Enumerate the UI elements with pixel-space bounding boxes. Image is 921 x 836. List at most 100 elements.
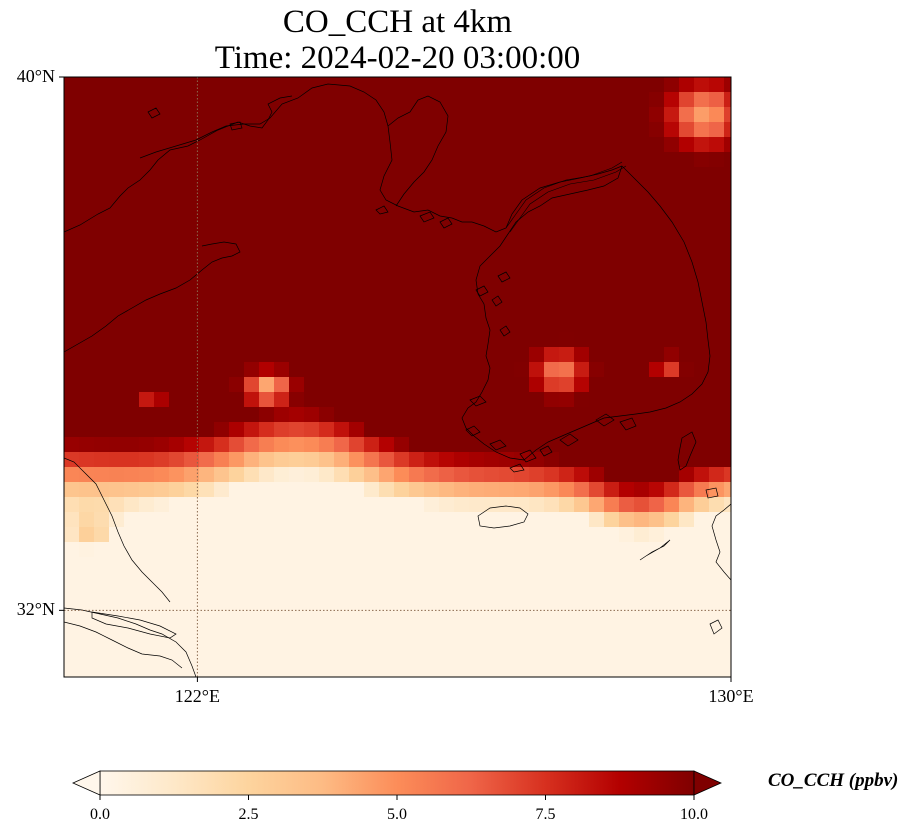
field-cell [259, 227, 275, 243]
co-concentration-field [64, 77, 731, 677]
field-cell [169, 272, 185, 288]
field-cell [229, 137, 245, 153]
field-cell [124, 302, 140, 318]
field-cell [184, 557, 200, 573]
field-cell [199, 167, 215, 183]
field-cell [214, 647, 230, 663]
field-cell [109, 377, 125, 393]
field-cell [124, 122, 140, 138]
field-cell [214, 527, 230, 543]
field-cell [64, 527, 80, 543]
field-cell [424, 92, 440, 108]
field-cell [139, 332, 155, 348]
field-cell [619, 272, 635, 288]
field-cell [589, 257, 605, 273]
field-cell [394, 242, 410, 258]
field-cell [439, 422, 455, 438]
field-cell [724, 587, 731, 603]
field-cell [364, 152, 380, 168]
jeju-island [477, 505, 529, 529]
field-cell [229, 497, 245, 513]
field-cell [694, 212, 710, 228]
field-cell [454, 497, 470, 513]
field-cell [259, 107, 275, 123]
field-cell [454, 257, 470, 273]
field-cell [424, 167, 440, 183]
field-cell [664, 107, 680, 123]
field-cell [304, 92, 320, 108]
field-cell [124, 617, 140, 633]
field-cell [274, 422, 290, 438]
field-cell [334, 77, 350, 93]
field-cell [574, 647, 590, 663]
field-cell [484, 137, 500, 153]
field-cell [244, 287, 260, 303]
field-cell [619, 257, 635, 273]
field-cell [559, 617, 575, 633]
field-cell [574, 452, 590, 468]
field-cell [514, 182, 530, 198]
field-cell [409, 347, 425, 363]
field-cell [394, 227, 410, 243]
field-cell [349, 392, 365, 408]
field-cell [469, 122, 485, 138]
field-cell [319, 77, 335, 93]
field-cell [199, 632, 215, 648]
field-cell [79, 377, 95, 393]
field-cell [499, 347, 515, 363]
field-cell [199, 527, 215, 543]
field-cell [154, 167, 170, 183]
field-cell [574, 227, 590, 243]
field-cell [649, 557, 665, 573]
field-cell [124, 467, 140, 483]
field-cell [604, 332, 620, 348]
field-cell [514, 347, 530, 363]
field-cell [664, 77, 680, 93]
field-cell [529, 77, 545, 93]
field-cell [154, 437, 170, 453]
field-cell [724, 317, 731, 333]
field-cell [244, 302, 260, 318]
field-cell [94, 497, 110, 513]
field-cell [604, 287, 620, 303]
field-cell [319, 542, 335, 558]
field-cell [619, 152, 635, 168]
field-cell [529, 647, 545, 663]
field-cell [79, 602, 95, 618]
field-cell [544, 587, 560, 603]
field-cell [289, 572, 305, 588]
field-cell [694, 362, 710, 378]
field-cell [319, 527, 335, 543]
field-cell [274, 167, 290, 183]
field-cell [439, 632, 455, 648]
field-cell [259, 212, 275, 228]
field-cell [64, 647, 80, 663]
field-cell [409, 512, 425, 528]
field-cell [139, 602, 155, 618]
field-cell [634, 557, 650, 573]
field-cell [124, 272, 140, 288]
field-cell [274, 212, 290, 228]
field-cell [649, 632, 665, 648]
field-cell [259, 317, 275, 333]
field-cell [634, 287, 650, 303]
field-cell [604, 347, 620, 363]
field-cell [289, 212, 305, 228]
field-cell [94, 602, 110, 618]
field-cell [499, 362, 515, 378]
field-cell [229, 437, 245, 453]
field-cell [439, 362, 455, 378]
field-cell [589, 227, 605, 243]
field-cell [139, 317, 155, 333]
field-cell [604, 587, 620, 603]
field-cell [109, 437, 125, 453]
field-cell [229, 92, 245, 108]
field-cell [154, 152, 170, 168]
field-cell [109, 632, 125, 648]
field-cell [439, 662, 455, 677]
field-cell [289, 407, 305, 423]
field-cell [94, 662, 110, 677]
field-cell [724, 407, 731, 423]
field-cell [649, 602, 665, 618]
field-cell [604, 407, 620, 423]
